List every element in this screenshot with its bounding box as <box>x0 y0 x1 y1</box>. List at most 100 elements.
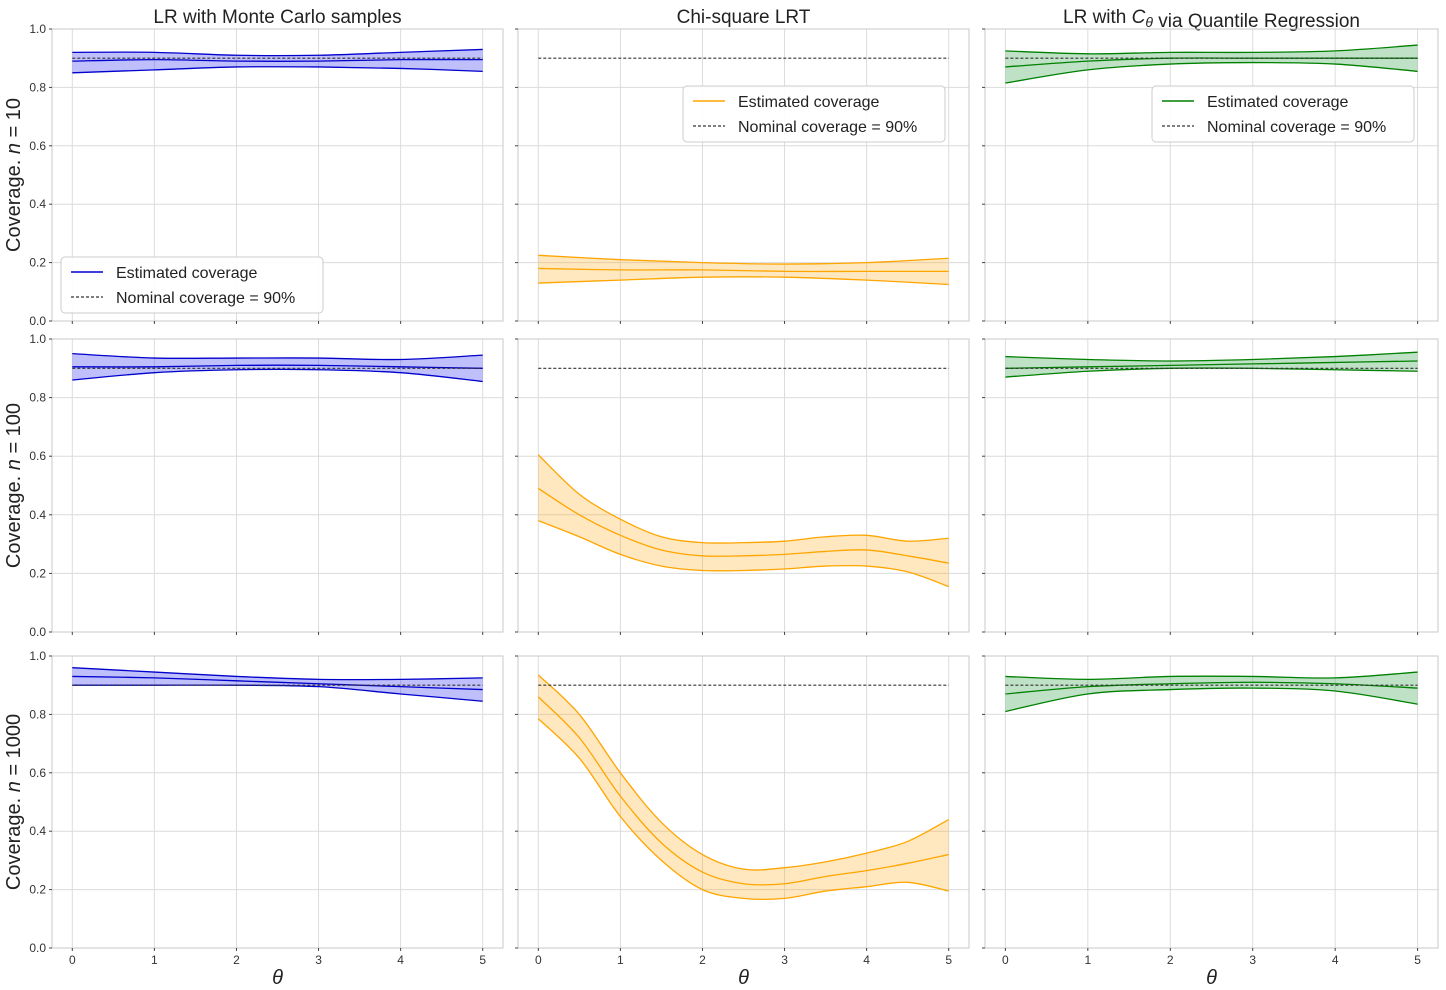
x-tick-label: 1 <box>1084 953 1091 967</box>
panel-frame <box>984 338 1439 633</box>
row-label: Coverage. n = 1000 <box>3 714 25 890</box>
legend: Estimated coverage Nominal coverage = 90% <box>60 256 324 314</box>
column-title-part: C <box>1132 7 1146 28</box>
legend-nominal-label: Nominal coverage = 90% <box>738 119 917 136</box>
x-tick-label: 0 <box>69 953 76 967</box>
x-tick-label: 1 <box>617 953 624 967</box>
legend-estimated-label: Estimated coverage <box>116 265 258 282</box>
column-title-part: LR with <box>1063 7 1132 28</box>
panel-frame <box>984 655 1439 949</box>
panel-r2-c2: 0 1 2 3 4 5 θ <box>982 655 1439 989</box>
lower-bound-line <box>538 520 949 588</box>
y-tick-label: 1.0 <box>29 22 46 36</box>
panel-frame <box>517 338 970 633</box>
legend-nominal-label: Nominal coverage = 90% <box>1207 119 1386 136</box>
estimated-coverage-line <box>72 364 483 369</box>
row-label-suffix: = 100 <box>3 403 25 459</box>
confidence-band <box>538 255 949 285</box>
y-tick-label: 0.2 <box>29 256 46 270</box>
column-title: Chi-square LRT <box>677 7 811 28</box>
upper-bound-line <box>72 353 483 361</box>
column-title: LR with Cθ via Quantile Regression <box>1063 7 1360 32</box>
x-tick-label: 0 <box>535 953 542 967</box>
y-tick-label: 0.0 <box>29 314 46 328</box>
upper-bound-line <box>72 48 483 57</box>
panel-r0-c2: Estimated coverage Nominal coverage = 90% <box>982 28 1439 324</box>
confidence-band <box>538 454 949 587</box>
panel-frame <box>517 655 970 949</box>
estimated-coverage-line <box>538 267 949 273</box>
panel-frame <box>51 655 504 949</box>
x-axis-label: θ <box>272 967 283 989</box>
y-tick-label: 0.8 <box>29 391 46 405</box>
x-tick-label: 1 <box>151 953 158 967</box>
legend-nominal-label: Nominal coverage = 90% <box>116 290 295 307</box>
estimated-coverage-line <box>537 487 949 564</box>
estimated-coverage-line <box>1005 681 1418 695</box>
column-title-part: LR with Monte Carlo samples <box>153 7 401 28</box>
confidence-band <box>1005 45 1418 84</box>
column-title-part: θ <box>1145 14 1153 30</box>
y-tick-label: 0.6 <box>29 139 46 153</box>
lower-bound-line <box>537 718 949 901</box>
lower-bound-line <box>1005 61 1418 84</box>
confidence-band <box>72 353 483 382</box>
y-tick-label: 0.4 <box>29 508 46 522</box>
x-axis-label: θ <box>1206 967 1217 989</box>
panel-r0-c0: 0.0 0.2 0.4 0.6 0.8 1.0 Estimated coverage Nomi… <box>29 22 504 328</box>
row-label-prefix: Coverage. <box>3 792 25 890</box>
y-tick-label: 0.2 <box>29 566 46 580</box>
y-tick-label: 1.0 <box>29 649 46 663</box>
legend-box <box>682 85 946 143</box>
panel-frame <box>984 28 1439 322</box>
panel-r0-c1: Estimated coverage Nominal coverage = 90% <box>515 28 970 324</box>
x-axis-label: θ <box>738 967 749 989</box>
x-tick-label: 2 <box>233 953 240 967</box>
x-tick-label: 5 <box>1414 953 1421 967</box>
confidence-band <box>72 667 483 702</box>
row-label-var: n <box>3 143 25 154</box>
lower-bound-line <box>1005 687 1418 713</box>
legend: Estimated coverage Nominal coverage = 90% <box>1151 85 1415 143</box>
lower-bound-line <box>72 368 483 383</box>
column-title-part: Chi-square LRT <box>677 7 811 28</box>
legend-estimated-label: Estimated coverage <box>1207 94 1349 111</box>
y-tick-label: 1.0 <box>29 332 46 346</box>
x-tick-label: 5 <box>945 953 952 967</box>
x-tick-label: 4 <box>1332 953 1339 967</box>
x-tick-label: 2 <box>699 953 706 967</box>
x-tick-label: 3 <box>781 953 788 967</box>
x-tick-label: 0 <box>1002 953 1009 967</box>
y-tick-label: 0.4 <box>29 824 46 838</box>
row-label-prefix: Coverage. <box>3 154 25 252</box>
panel-frame <box>51 28 504 322</box>
upper-bound-line <box>537 674 950 871</box>
panel-r1-c1 <box>515 338 970 635</box>
estimated-coverage-line <box>72 58 483 62</box>
panel-r1-c0: 0.0 0.2 0.4 0.6 0.8 1.0 <box>29 332 504 639</box>
y-tick-label: 0.0 <box>29 941 46 955</box>
column-title: LR with Monte Carlo samples <box>153 7 401 28</box>
upper-bound-line <box>72 667 483 681</box>
row-label: Coverage. n = 10 <box>3 98 25 252</box>
lower-bound-line <box>72 66 483 74</box>
panel-frame <box>51 338 504 633</box>
panel-r2-c1: 0 1 2 3 4 5 θ <box>515 655 970 989</box>
x-tick-label: 3 <box>1249 953 1256 967</box>
upper-bound-line <box>537 454 949 544</box>
estimated-coverage-line <box>537 696 949 886</box>
upper-bound-line <box>1005 671 1418 681</box>
lower-bound-line <box>538 276 949 286</box>
panel-frame <box>517 28 970 322</box>
confidence-band <box>538 674 949 900</box>
y-tick-label: 0.8 <box>29 80 46 94</box>
row-label-prefix: Coverage. <box>3 470 25 568</box>
y-tick-label: 0.6 <box>29 766 46 780</box>
y-tick-label: 0.2 <box>29 883 46 897</box>
row-label-suffix: = 10 <box>3 98 25 143</box>
row-label-suffix: = 1000 <box>3 714 25 781</box>
row-label-var: n <box>3 459 25 470</box>
y-tick-label: 0.4 <box>29 197 46 211</box>
upper-bound-line <box>1005 44 1418 55</box>
